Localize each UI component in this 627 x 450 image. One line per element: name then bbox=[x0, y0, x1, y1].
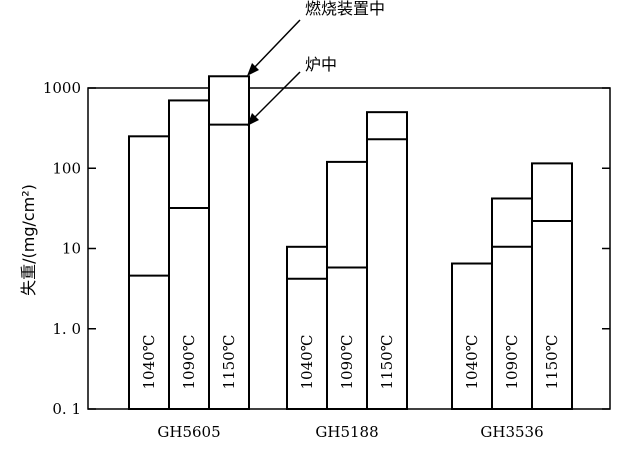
bar bbox=[286, 245, 328, 410]
bar bbox=[366, 111, 408, 410]
annotation-furnace: 炉中 bbox=[305, 55, 337, 74]
temperature-label: 1090℃ bbox=[503, 335, 521, 390]
group-label: GH3536 bbox=[480, 423, 543, 441]
bar bbox=[208, 75, 250, 410]
temperature-label: 1150℃ bbox=[220, 335, 238, 390]
temperature-label: 1040℃ bbox=[298, 335, 316, 390]
group-label: GH5605 bbox=[157, 423, 220, 441]
annotation-furnace-arrowhead bbox=[247, 113, 259, 126]
bar bbox=[491, 197, 533, 410]
annotation-burner-arrow bbox=[251, 19, 301, 71]
bar bbox=[128, 135, 170, 410]
annotation-burner: 燃烧装置中 bbox=[305, 0, 385, 18]
bar bbox=[326, 160, 368, 410]
temperature-label: 1150℃ bbox=[378, 335, 396, 390]
y-tick-label: 100 bbox=[52, 159, 81, 177]
y-tick-label: 0. 1 bbox=[52, 400, 81, 418]
annotation-burner-arrowhead bbox=[247, 63, 259, 76]
temperature-label: 1150℃ bbox=[543, 335, 561, 390]
temperature-label: 1090℃ bbox=[338, 335, 356, 390]
temperature-label: 1090℃ bbox=[180, 335, 198, 390]
bar bbox=[531, 162, 573, 410]
annotation-furnace-arrow bbox=[251, 71, 301, 121]
y-tick-label: 1000 bbox=[43, 79, 81, 97]
y-tick-label: 1. 0 bbox=[52, 320, 81, 338]
y-tick-label: 10 bbox=[62, 240, 81, 258]
y-axis-label: 失重/(mg/cm²) bbox=[19, 184, 38, 296]
group-label: GH5188 bbox=[315, 423, 378, 441]
temperature-label: 1040℃ bbox=[140, 335, 158, 390]
temperature-label: 1040℃ bbox=[463, 335, 481, 390]
